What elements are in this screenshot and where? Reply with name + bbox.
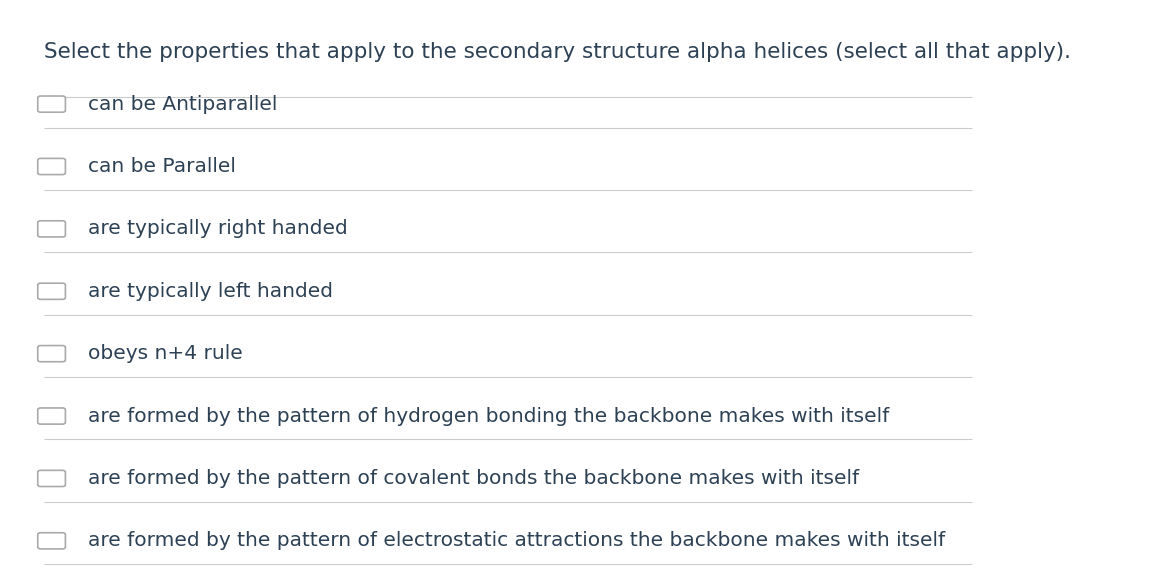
Text: can be Antiparallel: can be Antiparallel [88, 94, 277, 114]
Text: obeys n+4 rule: obeys n+4 rule [88, 344, 242, 363]
FancyBboxPatch shape [38, 471, 65, 486]
Text: are formed by the pattern of hydrogen bonding the backbone makes with itself: are formed by the pattern of hydrogen bo… [88, 407, 890, 425]
Text: Select the properties that apply to the secondary structure alpha helices (selec: Select the properties that apply to the … [44, 42, 1071, 62]
FancyBboxPatch shape [38, 158, 65, 175]
Text: are formed by the pattern of electrostatic attractions the backbone makes with i: are formed by the pattern of electrostat… [88, 532, 945, 550]
FancyBboxPatch shape [38, 283, 65, 299]
Text: are typically right handed: are typically right handed [88, 219, 348, 239]
Text: can be Parallel: can be Parallel [88, 157, 235, 176]
FancyBboxPatch shape [38, 533, 65, 549]
Text: are formed by the pattern of covalent bonds the backbone makes with itself: are formed by the pattern of covalent bo… [88, 469, 860, 488]
Text: are typically left handed: are typically left handed [88, 282, 333, 301]
FancyBboxPatch shape [38, 96, 65, 112]
FancyBboxPatch shape [38, 346, 65, 362]
FancyBboxPatch shape [38, 221, 65, 237]
FancyBboxPatch shape [38, 408, 65, 424]
